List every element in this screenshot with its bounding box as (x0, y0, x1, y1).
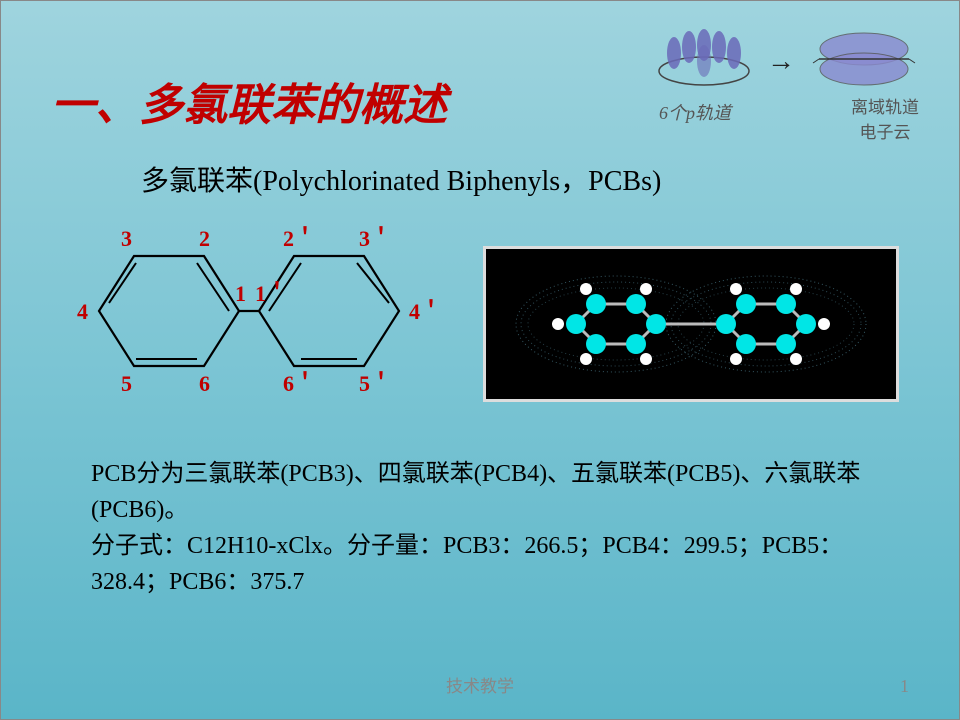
pos-4p: 4＇ (409, 299, 442, 324)
page-number: 1 (900, 676, 909, 697)
orbital-label-left: 6个p轨道 (659, 99, 731, 125)
footer-center: 技术教学 (1, 672, 959, 697)
subtitle: 多氯联苯(Polychlorinated Biphenyls，PCBs) (141, 159, 661, 199)
pos-3p: 3＇ (359, 226, 392, 251)
orbital-label-right: 离域轨道 电子云 (851, 93, 919, 143)
pos-1p: 1＇ (255, 281, 288, 306)
orbital-right-image (809, 21, 919, 91)
body-line1: PCB分为三氯联苯(PCB3)、四氯联苯(PCB4)、五氯联苯(PCB5)、六氯… (91, 461, 860, 523)
pos-2p: 2＇ (283, 226, 316, 251)
orbital-label-r2: 电子云 (860, 123, 911, 142)
arrow-icon: → (767, 46, 795, 78)
orbital-diagram: → 6个p轨道 离域轨道 电子云 (639, 11, 929, 141)
molecule-3d-image (483, 246, 899, 402)
pos-6: 6 (199, 371, 210, 396)
orbital-label-r1: 离域轨道 (851, 98, 919, 117)
pos-5p: 5＇ (359, 371, 392, 396)
body-line2: 分子式：C12H10-xClx。分子量：PCB3：266.5；PCB4：299.… (91, 533, 843, 595)
body-text: PCB分为三氯联苯(PCB3)、四氯联苯(PCB4)、五氯联苯(PCB5)、六氯… (91, 456, 891, 600)
pos-6p: 6＇ (283, 371, 316, 396)
pos-5: 5 (121, 371, 132, 396)
pos-1: 1 (235, 281, 246, 306)
pos-4: 4 (77, 299, 88, 324)
orbital-left-image (649, 21, 759, 91)
page-title: 一、多氯联苯的概述 (51, 69, 447, 133)
biphenyl-structure-diagram: 1 2 3 4 5 6 1＇ 2＇ 3＇ 4＇ 5＇ 6＇ (39, 211, 459, 411)
pos-2: 2 (199, 226, 210, 251)
pos-3: 3 (121, 226, 132, 251)
